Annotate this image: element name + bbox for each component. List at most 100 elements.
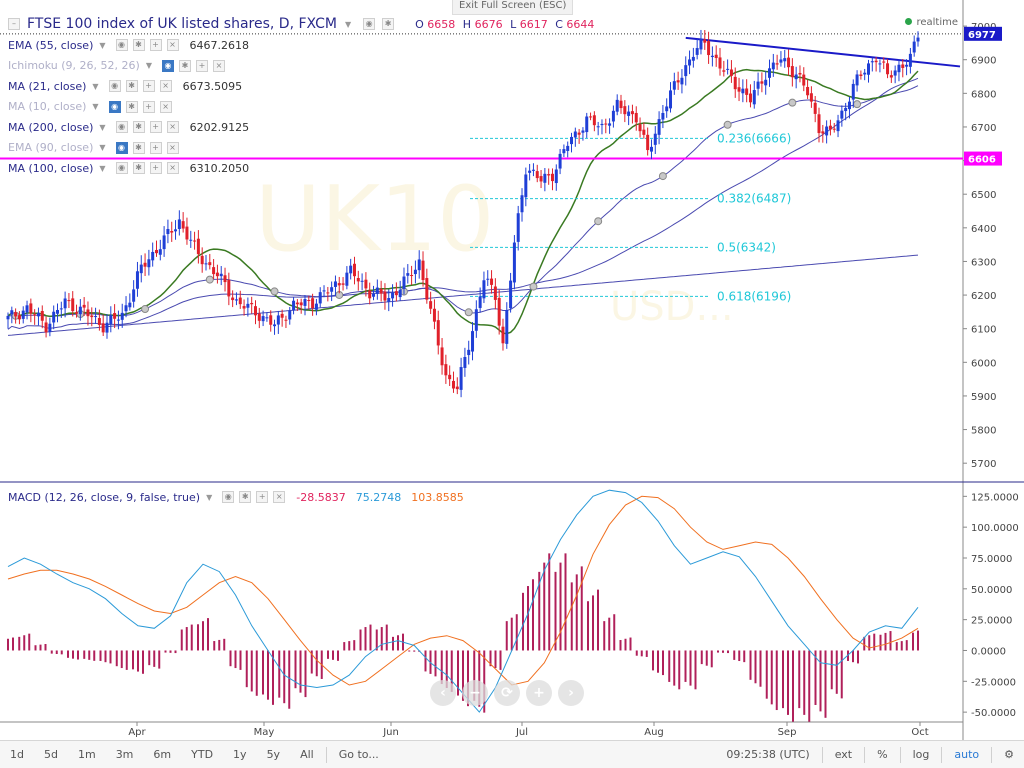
- candle-body: [139, 264, 143, 274]
- candle-body: [809, 93, 813, 102]
- eye-icon[interactable]: ◉: [161, 59, 174, 72]
- ema-marker-dot: [723, 120, 732, 129]
- add-icon[interactable]: +: [256, 491, 269, 503]
- chevron-down-icon[interactable]: ▼: [92, 81, 99, 91]
- close-icon[interactable]: ×: [166, 162, 179, 174]
- fib-level-label: 0.5(6342): [717, 240, 776, 254]
- candle-body: [451, 380, 455, 389]
- zoom-in-icon[interactable]: +: [526, 680, 552, 706]
- candle-body: [585, 116, 589, 133]
- gear-icon[interactable]: ✱: [125, 80, 138, 92]
- gear-icon[interactable]: ✱: [132, 141, 145, 154]
- chevron-down-icon[interactable]: ▼: [206, 492, 213, 502]
- eye-icon[interactable]: ◉: [108, 100, 121, 113]
- candle-body: [36, 312, 40, 317]
- eye-icon[interactable]: ◉: [115, 39, 128, 51]
- range-6m-button[interactable]: 6m: [153, 747, 172, 761]
- close-icon[interactable]: ×: [159, 80, 172, 92]
- close-icon[interactable]: ×: [166, 121, 179, 133]
- eye-icon[interactable]: ◉: [108, 80, 121, 92]
- log-scale-button[interactable]: log: [912, 747, 930, 761]
- candle-body: [337, 283, 341, 286]
- candle-body: [372, 293, 376, 297]
- candle-body: [863, 72, 867, 75]
- close-icon[interactable]: ×: [212, 59, 225, 72]
- chevron-down-icon[interactable]: ▼: [145, 61, 152, 70]
- range-1m-button[interactable]: 1m: [77, 747, 96, 761]
- candle-body: [356, 278, 360, 282]
- candle-body: [703, 39, 707, 43]
- candle-body: [86, 309, 90, 317]
- ext-hours-button[interactable]: ext: [834, 747, 853, 761]
- range-5y-button[interactable]: 5y: [266, 747, 281, 761]
- candle-body: [352, 263, 356, 277]
- close-icon[interactable]: ×: [166, 141, 179, 154]
- range-5d-button[interactable]: 5d: [43, 747, 58, 761]
- macd-tick-label: -25.0000: [971, 677, 1016, 688]
- chevron-down-icon[interactable]: ▼: [344, 19, 352, 29]
- gear-icon[interactable]: ✱: [178, 59, 191, 72]
- close-icon[interactable]: ×: [166, 39, 179, 51]
- settings-gear-icon[interactable]: ⚙: [1004, 747, 1014, 761]
- range-1y-button[interactable]: 1y: [233, 747, 247, 761]
- gear-icon[interactable]: ✱: [132, 121, 145, 133]
- indicator-legend-row[interactable]: EMA (55, close) ▼ ◉ ✱ + × 6467.2618: [8, 37, 249, 53]
- chevron-down-icon[interactable]: ▼: [99, 40, 106, 50]
- candle-body: [505, 310, 509, 344]
- price-tick-label: 6800: [971, 89, 996, 100]
- eye-icon[interactable]: ◉: [115, 141, 128, 154]
- macd-tick-label: 0.0000: [971, 646, 1006, 657]
- macd-legend[interactable]: MACD (12, 26, close, 9, false, true) ▼ ◉…: [8, 489, 464, 505]
- eye-icon[interactable]: ◉: [115, 162, 128, 174]
- reset-icon[interactable]: ⟳: [494, 680, 520, 706]
- gear-icon[interactable]: ✱: [239, 491, 252, 503]
- eye-icon[interactable]: ◉: [363, 18, 376, 30]
- add-icon[interactable]: +: [149, 121, 162, 133]
- ma-200-line: [7, 254, 919, 336]
- collapse-icon[interactable]: –: [8, 18, 20, 30]
- eye-icon[interactable]: ◉: [222, 491, 235, 503]
- indicator-legend-row[interactable]: MA (100, close) ▼ ◉ ✱ + × 6310.2050: [8, 160, 249, 176]
- indicator-legend-row[interactable]: EMA (90, close) ▼ ◉ ✱ + ×: [8, 140, 180, 156]
- indicator-legend-row[interactable]: MA (10, close) ▼ ◉ ✱ + ×: [8, 99, 173, 115]
- add-icon[interactable]: +: [142, 100, 155, 113]
- gear-icon[interactable]: ✱: [132, 39, 145, 51]
- add-icon[interactable]: +: [142, 80, 155, 92]
- percent-scale-button[interactable]: %: [877, 747, 888, 761]
- range-1d-button[interactable]: 1d: [10, 747, 24, 761]
- realtime-label: realtime: [916, 17, 958, 28]
- gear-icon[interactable]: ✱: [125, 100, 138, 113]
- ma-100-line: [7, 77, 919, 330]
- chevron-down-icon[interactable]: ▼: [99, 163, 106, 173]
- goto-button[interactable]: Go to...: [338, 747, 379, 761]
- scroll-right-icon[interactable]: ›: [558, 680, 584, 706]
- scroll-left-icon[interactable]: ‹: [430, 680, 456, 706]
- chevron-down-icon[interactable]: ▼: [99, 122, 106, 132]
- close-icon[interactable]: ×: [273, 491, 286, 503]
- macd-tick-label: 25.0000: [971, 616, 1012, 627]
- candle-body: [768, 68, 772, 78]
- close-icon[interactable]: ×: [159, 100, 172, 113]
- range-all-button[interactable]: All: [300, 747, 314, 761]
- add-icon[interactable]: +: [149, 39, 162, 51]
- chevron-down-icon[interactable]: ▼: [99, 143, 106, 152]
- range-ytd-button[interactable]: YTD: [191, 747, 214, 761]
- indicator-legend-row[interactable]: MA (21, close) ▼ ◉ ✱ + × 6673.5095: [8, 78, 242, 94]
- exit-fullscreen-button[interactable]: Exit Full Screen (ESC): [452, 0, 574, 15]
- gear-icon[interactable]: ✱: [132, 162, 145, 174]
- gear-icon[interactable]: ✱: [382, 18, 395, 30]
- candle-body: [509, 280, 513, 309]
- auto-scale-button[interactable]: auto: [954, 747, 980, 761]
- candle-body: [94, 316, 98, 318]
- add-icon[interactable]: +: [195, 59, 208, 72]
- add-icon[interactable]: +: [149, 162, 162, 174]
- indicator-legend-row[interactable]: Ichimoku (9, 26, 52, 26) ▼ ◉ ✱ + ×: [8, 58, 226, 74]
- range-3m-button[interactable]: 3m: [115, 747, 134, 761]
- candle-body: [174, 229, 178, 232]
- chevron-down-icon[interactable]: ▼: [92, 102, 99, 111]
- indicator-legend-row[interactable]: MA (200, close) ▼ ◉ ✱ + × 6202.9125: [8, 119, 249, 135]
- zoom-out-icon[interactable]: −: [462, 680, 488, 706]
- add-icon[interactable]: +: [149, 141, 162, 154]
- eye-icon[interactable]: ◉: [115, 121, 128, 133]
